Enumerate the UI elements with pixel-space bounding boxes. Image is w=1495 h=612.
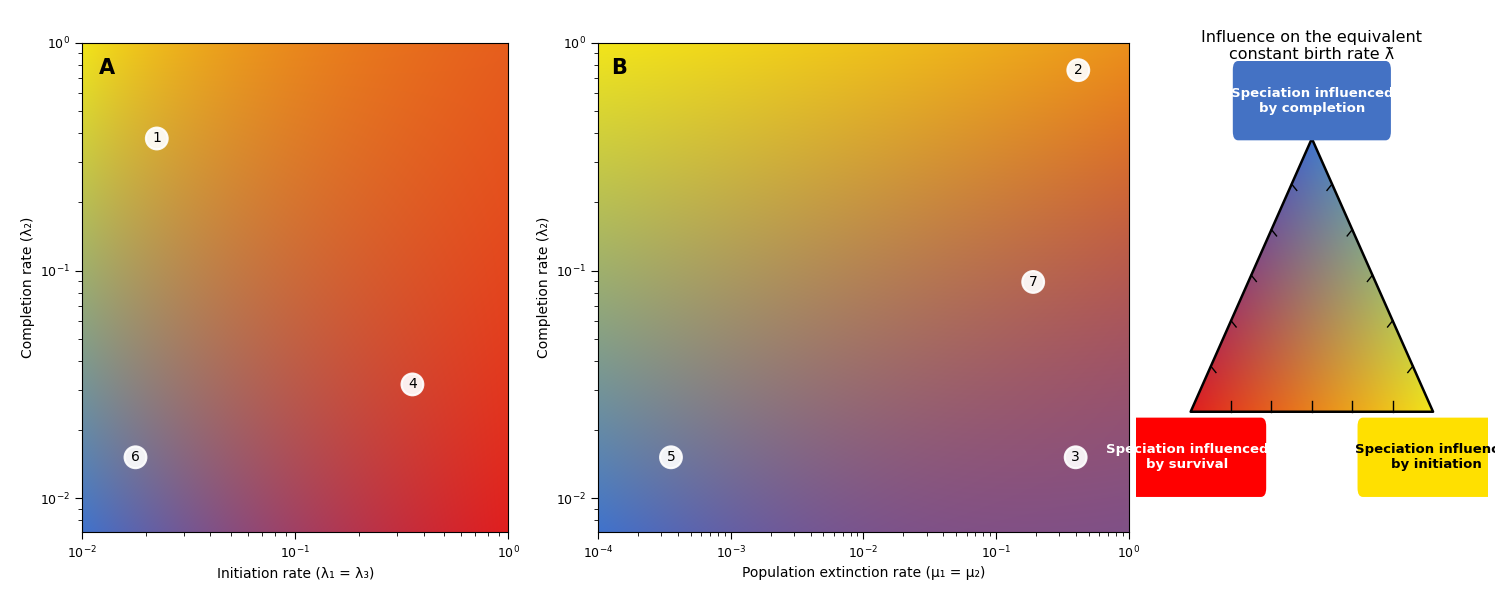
Y-axis label: Completion rate (λ₂): Completion rate (λ₂) <box>537 217 550 359</box>
X-axis label: Population extinction rate (μ₁ = μ₂): Population extinction rate (μ₁ = μ₂) <box>742 566 985 580</box>
Text: 7: 7 <box>1029 275 1038 289</box>
Text: 1: 1 <box>152 132 161 146</box>
Text: Influence on the equivalent
constant birth rate λ̃: Influence on the equivalent constant bir… <box>1202 30 1422 62</box>
FancyBboxPatch shape <box>1233 61 1390 140</box>
Text: Speciation influenced
by survival: Speciation influenced by survival <box>1106 443 1268 471</box>
Text: 6: 6 <box>132 450 141 465</box>
Y-axis label: Completion rate (λ₂): Completion rate (λ₂) <box>21 217 34 359</box>
Text: A: A <box>99 58 115 78</box>
Text: 4: 4 <box>408 378 417 392</box>
Text: Speciation influenced
by initiation: Speciation influenced by initiation <box>1356 443 1495 471</box>
Text: B: B <box>611 58 626 78</box>
Text: 5: 5 <box>667 450 676 465</box>
Text: 2: 2 <box>1073 63 1082 77</box>
X-axis label: Initiation rate (λ₁ = λ₃): Initiation rate (λ₁ = λ₃) <box>217 566 374 580</box>
Text: Speciation influenced
by completion: Speciation influenced by completion <box>1230 87 1393 114</box>
FancyBboxPatch shape <box>1108 417 1266 497</box>
Text: 3: 3 <box>1072 450 1079 465</box>
FancyBboxPatch shape <box>1357 417 1495 497</box>
